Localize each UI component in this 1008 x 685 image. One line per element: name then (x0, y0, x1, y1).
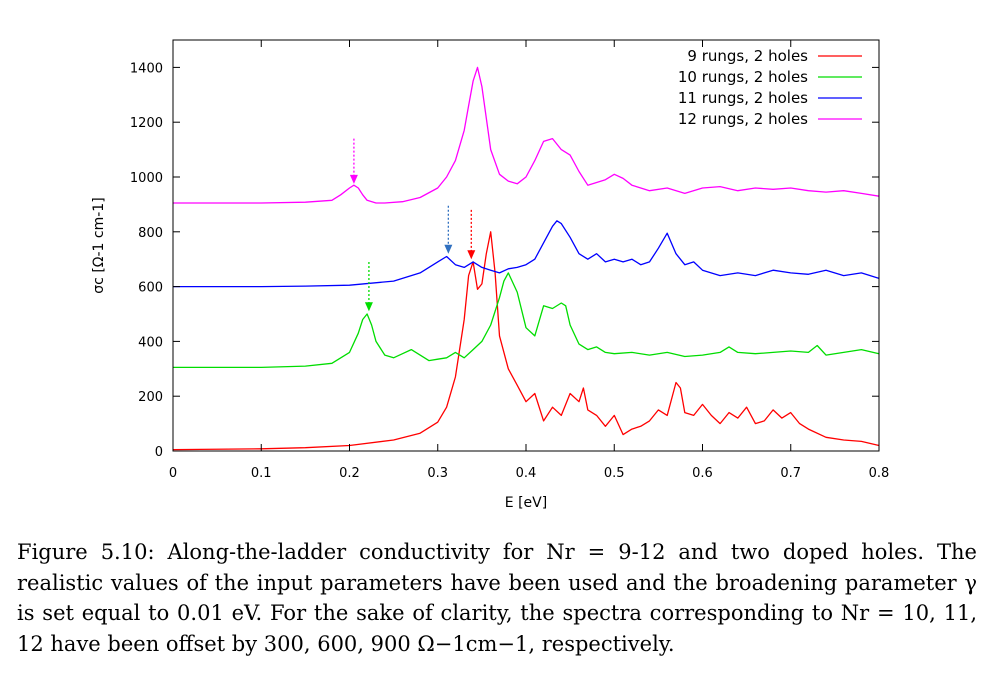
y-tick-label: 200 (138, 390, 163, 405)
x-tick-label: 0.8 (869, 466, 890, 481)
y-axis-label: σc [Ω-1 cm-1] (91, 197, 107, 293)
legend-label-4: 12 rungs, 2 holes (678, 110, 808, 128)
x-tick-label: 0.4 (516, 466, 537, 481)
caption-label: Figure 5.10: (17, 540, 155, 564)
y-tick-label: 1000 (130, 171, 163, 186)
y-tick-label: 600 (138, 281, 163, 296)
y-tick-label: 800 (138, 226, 163, 241)
y-tick-label: 400 (138, 335, 163, 350)
figure-caption: Figure 5.10: Along-the-ladder conductivi… (17, 537, 977, 659)
legend-label-3: 11 rungs, 2 holes (678, 89, 808, 107)
series-line-3 (173, 220, 880, 288)
plot-lines (172, 66, 880, 451)
x-tick-label: 0.5 (604, 466, 625, 481)
x-tick-label: 0.7 (780, 466, 801, 481)
legend-label-2: 10 rungs, 2 holes (678, 68, 808, 86)
y-tick-label: 1200 (130, 116, 163, 131)
peak-arrow-2 (364, 261, 373, 312)
legend-label-1: 9 rungs, 2 holes (687, 47, 808, 65)
y-tick-label: 0 (155, 445, 163, 460)
x-tick-label: 0 (169, 466, 177, 481)
y-tick-label: 1400 (130, 61, 163, 76)
caption-text: Along-the-ladder conductivity for Nr = 9… (17, 540, 977, 656)
legend: 9 rungs, 2 holes 10 rungs, 2 holes 11 rung… (678, 47, 862, 128)
peak-arrow-1 (349, 138, 358, 184)
series-line-4 (173, 66, 880, 204)
series-line-1 (172, 231, 880, 451)
x-tick-label: 0.1 (251, 466, 272, 481)
peak-arrow-4 (467, 209, 476, 260)
axes: 0 0.1 0.2 0.3 0.4 0.5 0.6 0.7 0.8 0 200 400 600 800 10… (130, 40, 889, 481)
x-tick-label: 0.6 (692, 466, 713, 481)
x-tick-label: 0.2 (339, 466, 360, 481)
conductivity-chart: 0 0.1 0.2 0.3 0.4 0.5 0.6 0.7 0.8 0 200 400 600 800 10… (91, 39, 889, 511)
x-tick-label: 0.3 (427, 466, 448, 481)
annotation-arrows (349, 138, 476, 312)
peak-arrow-3 (444, 205, 453, 254)
series-line-2 (173, 272, 880, 369)
x-axis-label: E [eV] (505, 495, 547, 511)
